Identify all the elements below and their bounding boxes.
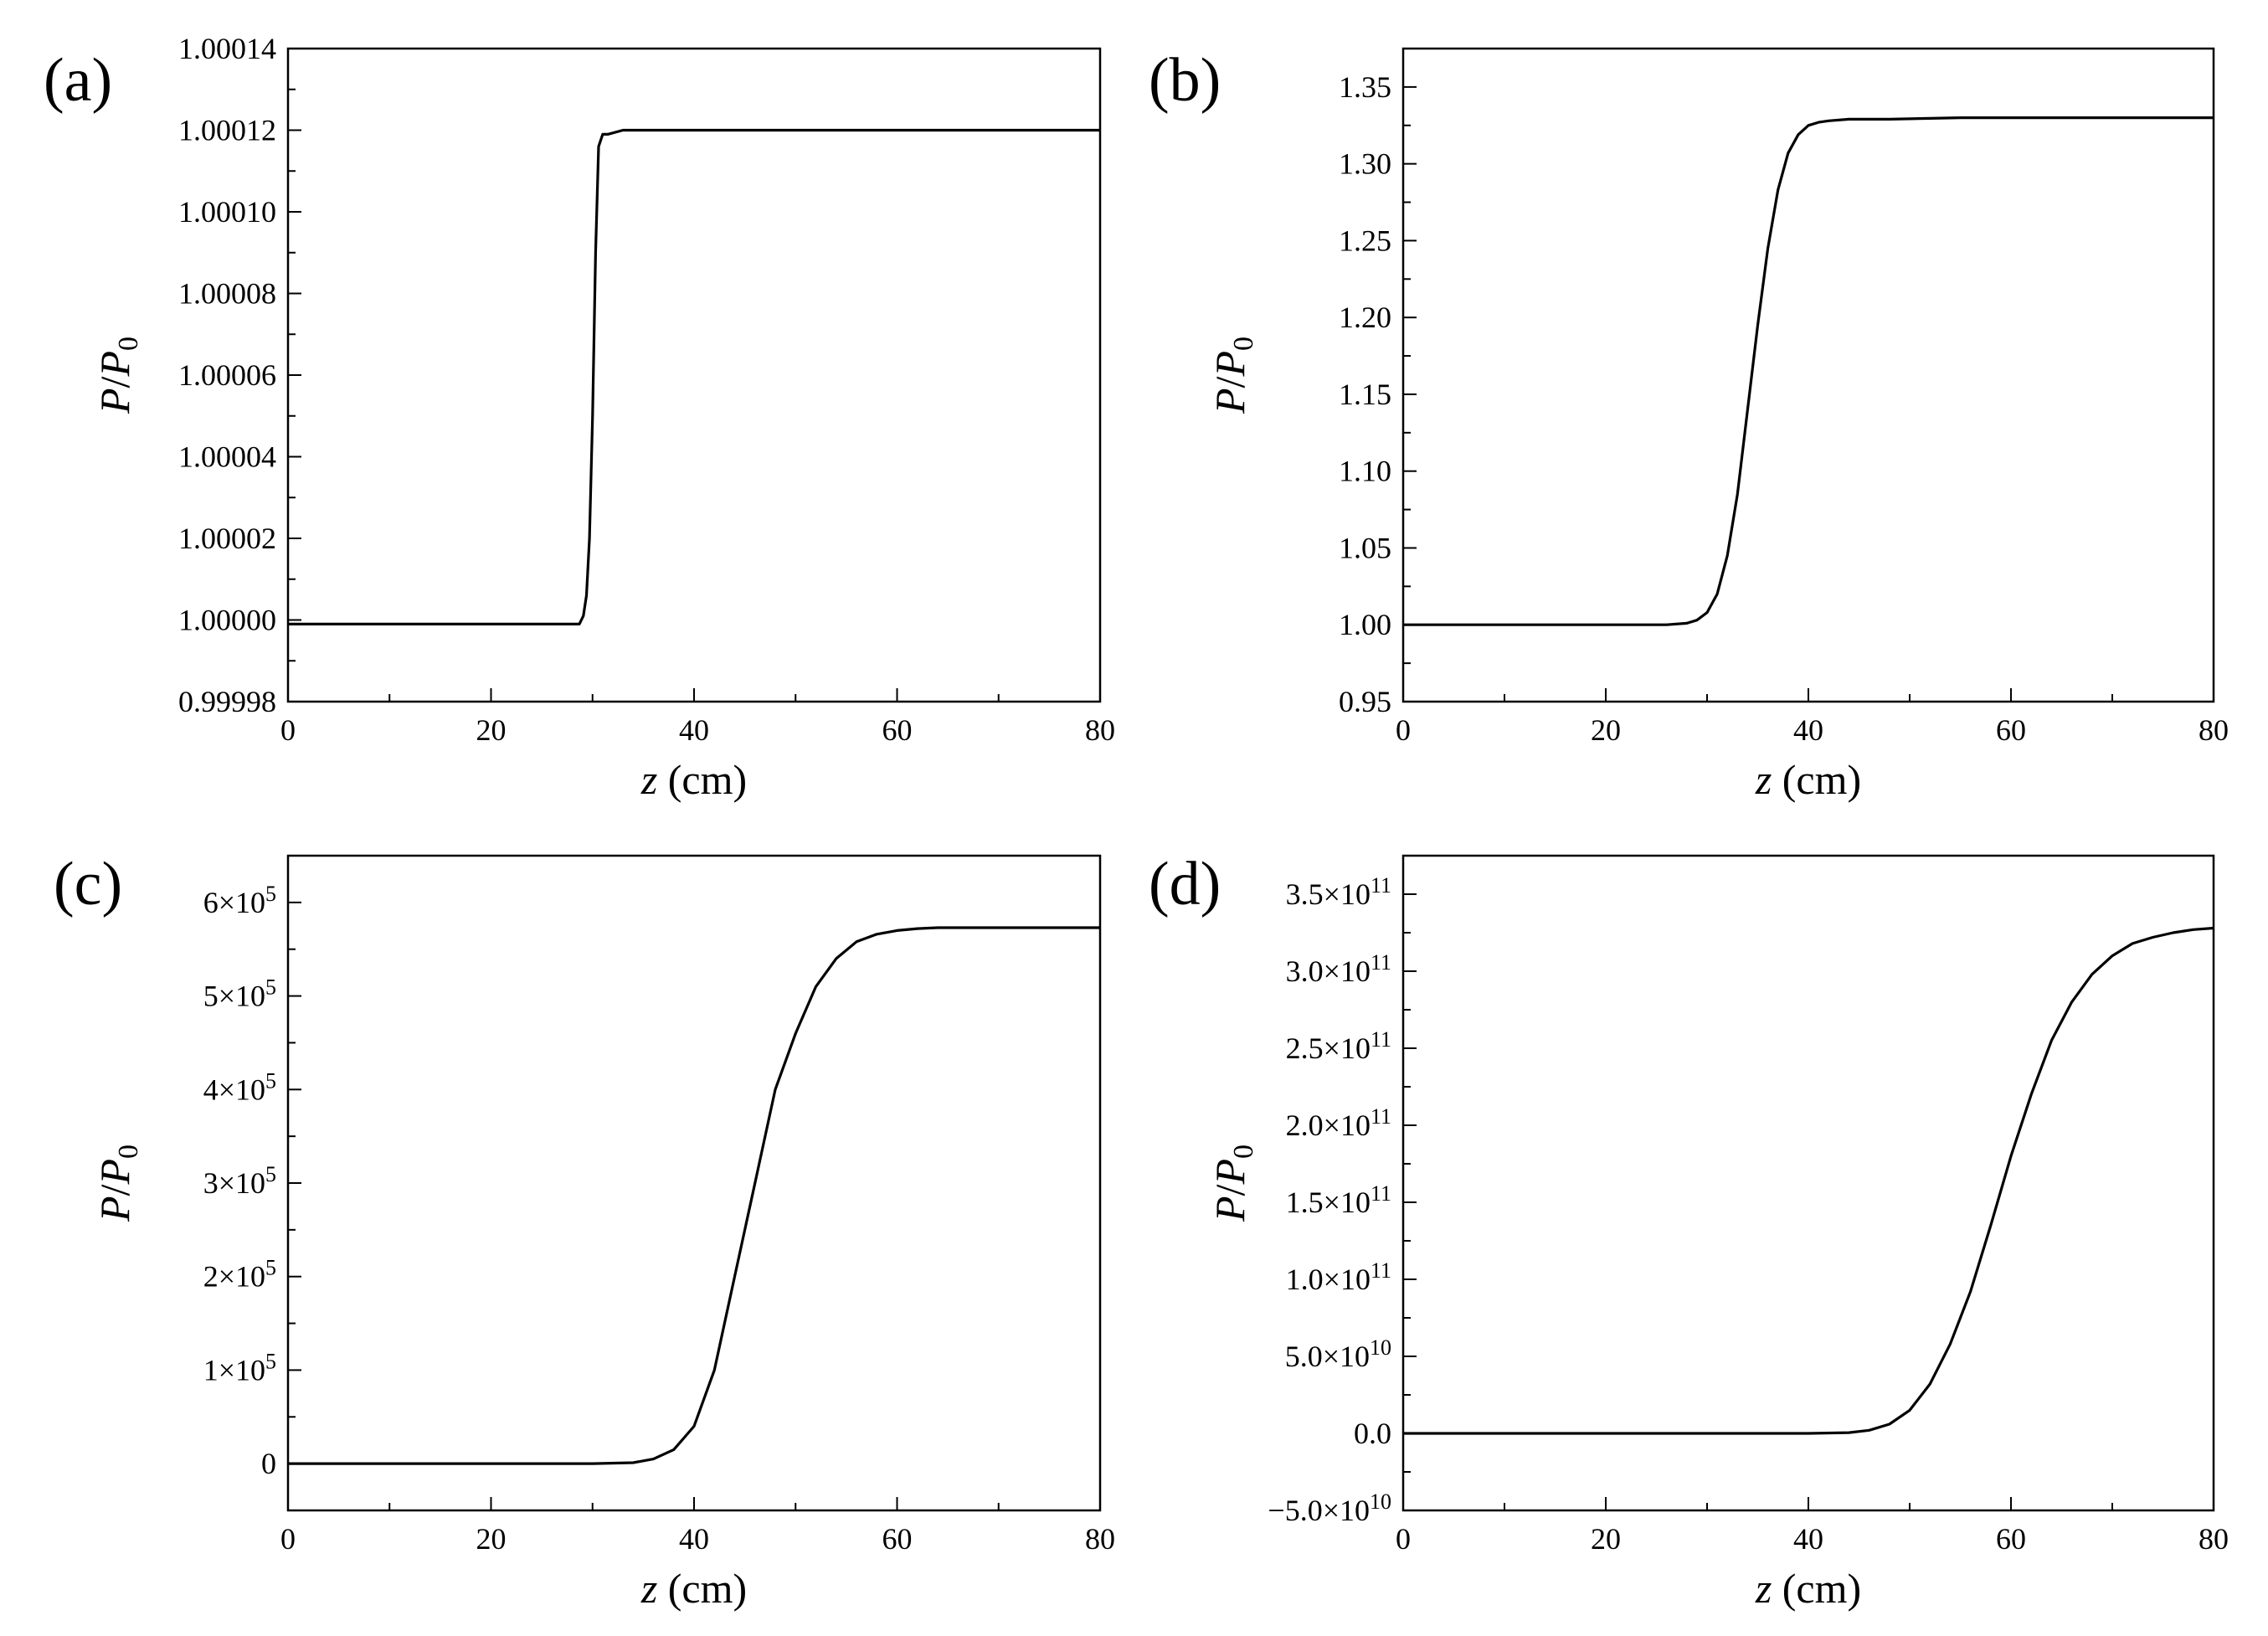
x-tick-label: 0 <box>1396 713 1411 747</box>
x-tick-label: 80 <box>2199 713 2229 747</box>
y-tick-label: 0.0 <box>1354 1417 1391 1450</box>
y-tick-label: 5×105 <box>203 975 276 1013</box>
x-tick-label: 60 <box>882 713 913 747</box>
series-line <box>1403 926 2214 1435</box>
x-axis-label: z (cm) <box>1755 1565 1861 1612</box>
x-tick-label: 20 <box>476 713 507 747</box>
x-tick-label: 20 <box>1591 1522 1621 1556</box>
y-tick-label: 2.5×1011 <box>1286 1027 1391 1065</box>
plot-frame <box>1401 47 2215 703</box>
y-tick-label: 0.99998 <box>178 685 276 718</box>
x-tick-label: 80 <box>1085 1522 1115 1556</box>
chart-panel-4: (d) 0 20 40 60 80 −5.0×1010 0.0 5.0×1010 1.0×1011… <box>1149 850 2229 1612</box>
x-tick-label: 20 <box>476 1522 507 1556</box>
y-tick-label: 1.10 <box>1339 455 1391 488</box>
x-tick-label: 60 <box>882 1522 913 1556</box>
y-tick-label: −5.0×1010 <box>1268 1489 1391 1527</box>
y-tick-label: 1.00014 <box>178 32 276 65</box>
x-tick-label: 80 <box>1085 713 1115 747</box>
y-tick-label: 1.25 <box>1339 224 1391 257</box>
plot-frame <box>1401 854 2215 1512</box>
x-tick-label: 80 <box>2199 1522 2229 1556</box>
y-tick-label: 1.20 <box>1339 301 1391 334</box>
x-tick-label: 0 <box>280 713 296 747</box>
y-tick-label: 3.5×1011 <box>1286 873 1391 911</box>
y-tick-label: 1.00002 <box>178 522 276 555</box>
y-tick-label: 1.00008 <box>178 277 276 311</box>
x-tick-label: 60 <box>1996 713 2026 747</box>
series-line <box>1403 116 2214 626</box>
y-tick-label: 0.95 <box>1339 685 1391 718</box>
x-axis-label: z (cm) <box>640 1565 747 1612</box>
y-tick-label: 1.00006 <box>178 358 276 392</box>
y-tick-label: 5.0×1010 <box>1285 1335 1391 1373</box>
y-tick-label: 6×105 <box>203 882 276 919</box>
plot-frame <box>286 47 1102 703</box>
y-axis-label: P/P0 <box>91 337 144 414</box>
y-tick-label: 1×105 <box>203 1349 276 1386</box>
y-axis-label: P/P0 <box>1206 1145 1259 1222</box>
x-tick-label: 20 <box>1591 713 1621 747</box>
x-tick-label: 40 <box>679 713 709 747</box>
y-tick-label: 1.0×1011 <box>1286 1258 1391 1296</box>
y-tick-label: 1.00012 <box>178 114 276 147</box>
plot-frame <box>286 854 1102 1512</box>
chart-panel-1: (a) 0 20 40 60 80 0.99998 1.00000 1.00002 1.00004… <box>44 32 1115 803</box>
x-tick-label: 60 <box>1996 1522 2026 1556</box>
panel-label: (a) <box>44 46 112 115</box>
x-axis-label: z (cm) <box>640 756 747 803</box>
y-tick-label: 0 <box>261 1447 276 1480</box>
x-tick-label: 40 <box>1793 1522 1823 1556</box>
x-tick-label: 40 <box>1793 713 1823 747</box>
y-tick-label: 1.00010 <box>178 195 276 229</box>
chart-panel-3: (c) 0 20 40 60 80 0 1×105 2×105 3×105 4×105 5×105 6×… <box>54 850 1115 1612</box>
y-tick-label: 1.15 <box>1339 378 1391 411</box>
y-tick-label: 4×105 <box>203 1068 276 1106</box>
panel-label: (d) <box>1149 850 1221 918</box>
series-line <box>288 128 1100 625</box>
x-tick-label: 0 <box>1396 1522 1411 1556</box>
y-axis-label: P/P0 <box>91 1145 144 1222</box>
y-tick-label: 3×105 <box>203 1162 276 1200</box>
panel-label: (b) <box>1149 46 1221 115</box>
y-tick-label: 2×105 <box>203 1256 276 1294</box>
x-tick-label: 0 <box>280 1522 296 1556</box>
y-tick-label: 1.00 <box>1339 608 1391 641</box>
y-tick-label: 3.0×1011 <box>1286 950 1391 988</box>
y-tick-label: 1.35 <box>1339 70 1391 104</box>
x-tick-label: 40 <box>679 1522 709 1556</box>
y-tick-label: 1.30 <box>1339 147 1391 181</box>
y-tick-label: 2.0×1011 <box>1286 1104 1391 1142</box>
y-tick-label: 1.05 <box>1339 531 1391 564</box>
y-tick-label: 1.5×1011 <box>1286 1181 1391 1219</box>
x-axis-label: z (cm) <box>1755 756 1861 803</box>
series-line <box>288 926 1100 1465</box>
y-axis-label: P/P0 <box>1206 337 1259 414</box>
y-tick-label: 1.00000 <box>178 604 276 637</box>
panel-label: (c) <box>54 850 122 918</box>
chart-panel-2: (b) 0 20 40 60 80 0.95 1.00 1.05 1.10 1.15 1.20 1.25… <box>1149 46 2229 803</box>
y-tick-label: 1.00004 <box>178 440 276 474</box>
